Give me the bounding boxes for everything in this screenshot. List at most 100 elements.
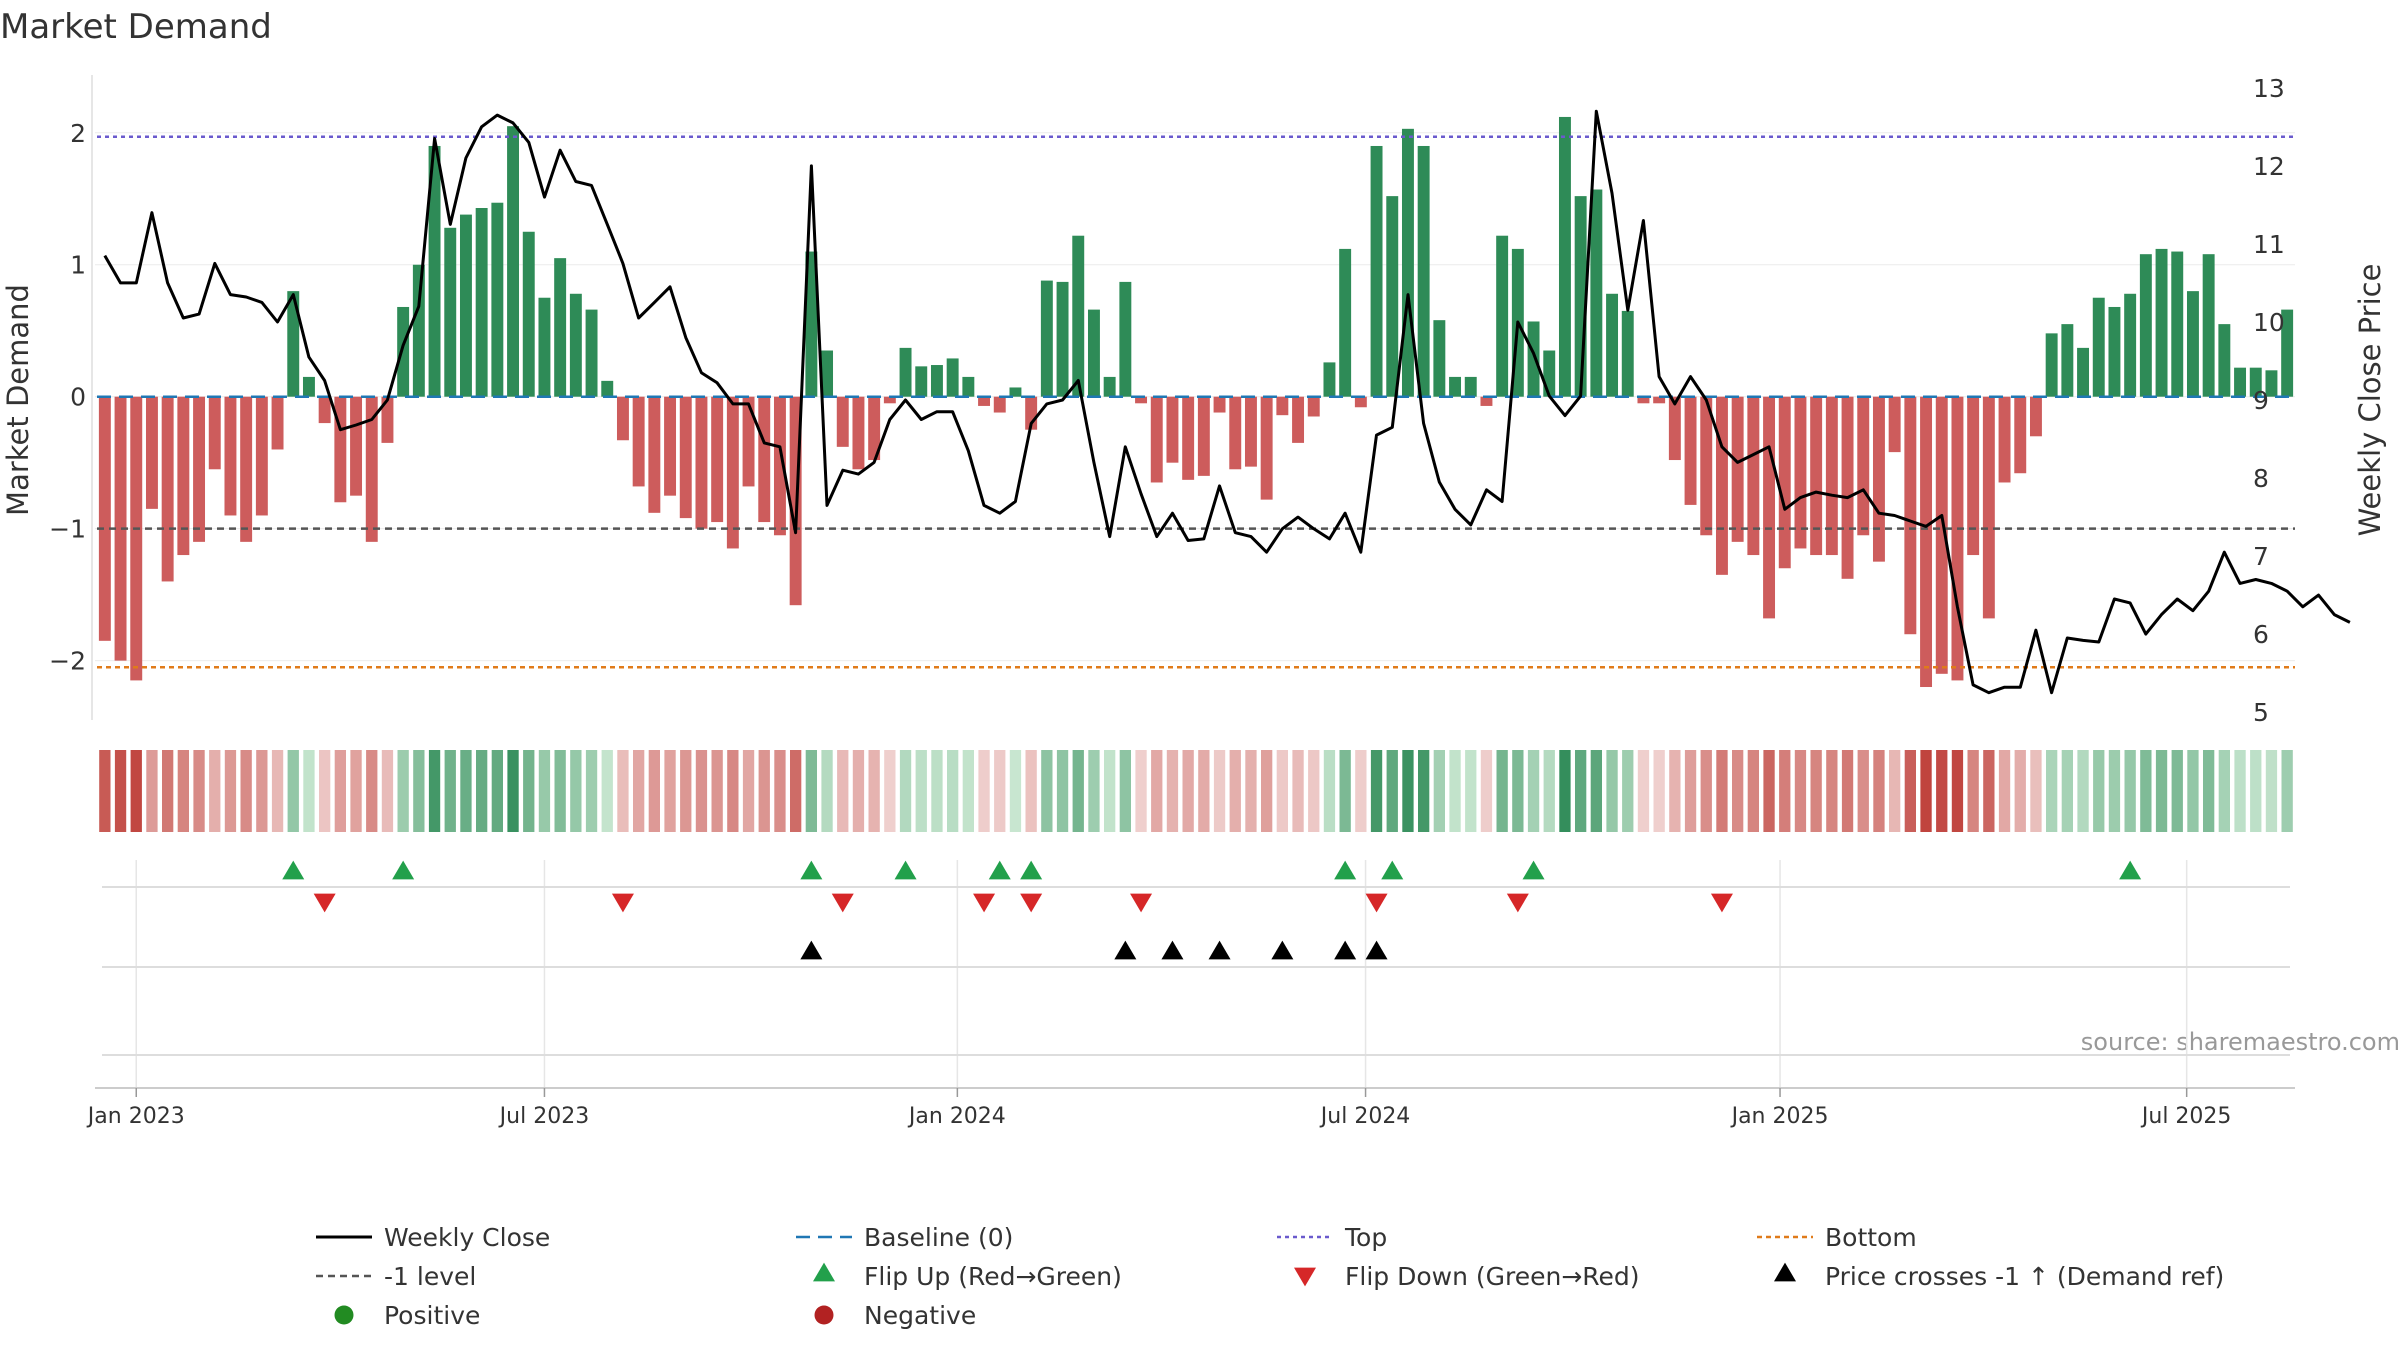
heat-cell bbox=[695, 750, 708, 832]
heat-cell bbox=[1402, 750, 1414, 832]
y-tick-label: −2 bbox=[49, 647, 86, 676]
demand-bar bbox=[1386, 196, 1399, 397]
demand-bar bbox=[177, 396, 190, 556]
heat-cell bbox=[193, 750, 205, 832]
demand-bar bbox=[1715, 396, 1728, 575]
demand-bar bbox=[255, 396, 268, 516]
event-markers-layer bbox=[102, 860, 2290, 1056]
heat-cell bbox=[381, 750, 394, 832]
demand-bar bbox=[852, 396, 865, 470]
demand-bar bbox=[193, 396, 206, 542]
heat-cell bbox=[2108, 750, 2121, 832]
heat-cell bbox=[318, 750, 331, 832]
heat-cell bbox=[1370, 750, 1383, 832]
heat-cell bbox=[428, 750, 441, 832]
demand-bar bbox=[648, 396, 661, 513]
heat-cell bbox=[774, 750, 786, 832]
heat-cell bbox=[994, 750, 1006, 832]
demand-bar bbox=[365, 396, 378, 542]
demand-bar bbox=[1700, 396, 1713, 536]
heat-cell bbox=[554, 750, 566, 832]
demand-bar bbox=[2029, 396, 2042, 437]
heat-cell bbox=[1590, 750, 1603, 832]
heat-cell bbox=[271, 750, 284, 832]
heat-cell bbox=[1151, 750, 1163, 832]
demand-bar bbox=[2281, 309, 2294, 397]
heat-cell bbox=[1512, 750, 1524, 832]
price-cross-marker bbox=[1161, 940, 1184, 960]
demand-bar bbox=[1244, 396, 1257, 467]
heat-cell bbox=[1182, 750, 1194, 832]
heat-cell bbox=[570, 750, 582, 832]
heat-cell bbox=[711, 750, 723, 832]
heat-cell bbox=[868, 750, 880, 832]
heat-cell bbox=[538, 750, 551, 832]
price-cross-marker bbox=[1114, 940, 1137, 960]
heat-cell bbox=[99, 750, 111, 832]
heat-cell bbox=[978, 750, 990, 832]
heat-cell bbox=[632, 750, 645, 832]
heat-cell bbox=[1967, 750, 1979, 832]
heat-cell bbox=[2218, 750, 2231, 832]
demand-bar bbox=[1574, 196, 1587, 397]
demand-bar bbox=[1025, 396, 1038, 430]
demand-bar bbox=[459, 214, 472, 397]
heat-cell bbox=[350, 750, 362, 832]
demand-bar bbox=[2045, 333, 2058, 397]
y2-axis-label: Weekly Close Price bbox=[2353, 264, 2387, 537]
flip-down-marker bbox=[973, 893, 996, 913]
y2-tick-label: 13 bbox=[2253, 74, 2285, 103]
demand-bar bbox=[1653, 396, 1666, 404]
heat-cell bbox=[1072, 750, 1084, 832]
y-tick-label: 2 bbox=[70, 119, 86, 148]
demand-bar bbox=[161, 396, 174, 582]
reference-lines-layer bbox=[97, 135, 2295, 669]
demand-bar bbox=[1103, 376, 1116, 397]
demand-bar bbox=[1527, 321, 1540, 397]
demand-bar bbox=[334, 396, 347, 503]
demand-bar bbox=[1056, 281, 1069, 397]
demand-bar bbox=[130, 396, 143, 681]
demand-bar bbox=[1040, 280, 1053, 397]
demand-bar bbox=[1213, 396, 1226, 413]
demand-bar bbox=[1370, 145, 1383, 397]
x-tick-label: Jul 2024 bbox=[1319, 1104, 1411, 1129]
demand-bar bbox=[1323, 362, 1336, 397]
demand-bar bbox=[1119, 281, 1132, 397]
demand-bar bbox=[2139, 254, 2152, 397]
demand-bar bbox=[1401, 128, 1414, 397]
legend-swatch-flip-down bbox=[1294, 1267, 1316, 1287]
heat-cell bbox=[899, 750, 912, 832]
heat-cell bbox=[1763, 750, 1775, 832]
demand-bar bbox=[930, 365, 943, 397]
demand-bar bbox=[2265, 370, 2278, 397]
demand-bar bbox=[208, 396, 221, 470]
demand-bar bbox=[836, 396, 849, 447]
legend-label: Baseline (0) bbox=[864, 1223, 1013, 1252]
heat-cell bbox=[2045, 750, 2058, 832]
heat-cell bbox=[2140, 750, 2152, 832]
y2-tick-label: 8 bbox=[2253, 464, 2269, 493]
heat-cell bbox=[1056, 750, 1069, 832]
heat-cell bbox=[852, 750, 865, 832]
y2-tick-label: 6 bbox=[2253, 620, 2269, 649]
demand-bar bbox=[616, 396, 629, 441]
heat-cell bbox=[1088, 750, 1100, 832]
heat-cell bbox=[146, 750, 158, 832]
demand-bar bbox=[1825, 396, 1838, 556]
heat-cell bbox=[680, 750, 692, 832]
heat-cell bbox=[2171, 750, 2183, 832]
heat-cell bbox=[837, 750, 849, 832]
heat-cell bbox=[1355, 750, 1367, 832]
demand-bar bbox=[2186, 291, 2199, 397]
legend-label: Top bbox=[1344, 1223, 1387, 1252]
heat-cell bbox=[2030, 750, 2042, 832]
demand-bar bbox=[1778, 396, 1791, 569]
heat-cell bbox=[1543, 750, 1555, 832]
demand-bar bbox=[271, 396, 284, 450]
heat-cell bbox=[209, 750, 221, 832]
weekly-close-line bbox=[103, 109, 2351, 695]
heat-cell bbox=[2265, 750, 2278, 832]
legend-label: -1 level bbox=[384, 1262, 476, 1291]
demand-bar bbox=[569, 293, 582, 397]
